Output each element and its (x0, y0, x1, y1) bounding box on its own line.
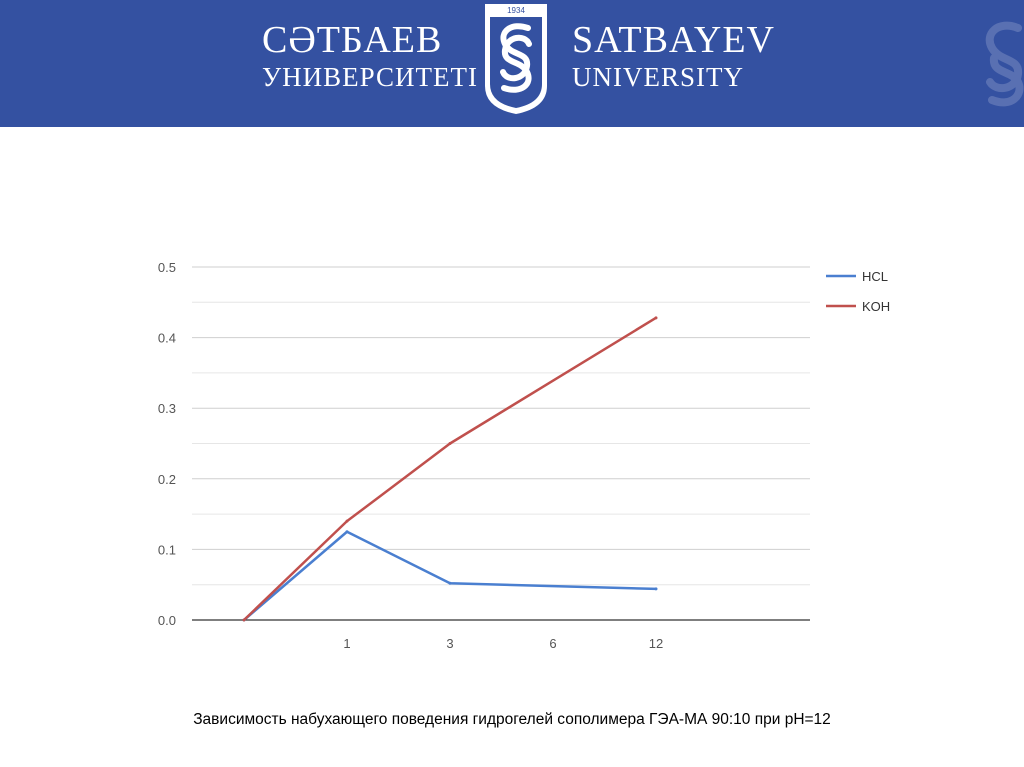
emblem-watermark-icon (985, 21, 1024, 107)
y-tick-label: 0.5 (158, 260, 176, 275)
emblem-year: 1934 (507, 6, 525, 15)
university-emblem-icon: 1934 (485, 4, 547, 114)
logo-right-line1: SATBAYEV (572, 19, 775, 61)
x-tick-label: 6 (549, 636, 556, 651)
x-tick-label: 12 (649, 636, 663, 651)
legend-label: KOH (862, 299, 890, 314)
y-tick-label: 0.4 (158, 331, 176, 346)
data-point-hcl (448, 581, 452, 585)
data-point-koh (242, 618, 246, 622)
data-point-koh (448, 442, 452, 445)
x-tick-label: 3 (446, 636, 453, 651)
data-point-koh (345, 519, 349, 523)
y-tick-label: 0.0 (158, 613, 176, 628)
y-tick-label: 0.1 (158, 542, 176, 557)
data-point-hcl (654, 587, 658, 591)
university-name-english: SATBAYEV UNIVERSITY (572, 18, 775, 92)
y-tick-label: 0.3 (158, 401, 176, 416)
x-tick-label: 1 (343, 636, 350, 651)
series-line-hcl (243, 530, 657, 621)
logo-left-line2: УНИВЕРСИТЕТІ (262, 62, 478, 92)
university-name-kazakh: СӘТБАЕВ УНИВЕРСИТЕТІ (262, 18, 478, 92)
data-point-hcl (345, 530, 349, 534)
header-bar: СӘТБАЕВ УНИВЕРСИТЕТІ 1934 SATBAYEV UNIVE… (0, 0, 1024, 127)
series-line-koh (243, 316, 657, 621)
logo-left-line1: СӘТБАЕВ (262, 19, 443, 61)
legend-label: HCL (862, 269, 888, 284)
logo-right-line2: UNIVERSITY (572, 62, 744, 92)
y-tick-label: 0.2 (158, 472, 176, 487)
chart-caption: Зависимость набухающего поведения гидрог… (193, 711, 831, 728)
data-point-koh (654, 316, 658, 320)
